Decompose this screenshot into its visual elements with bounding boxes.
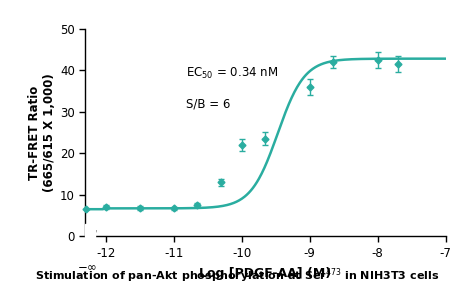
Y-axis label: TR-FRET Ratio
(665/615 X 1,000): TR-FRET Ratio (665/615 X 1,000) [28, 73, 56, 192]
Bar [85, 224, 95, 249]
Text: S/B = 6: S/B = 6 [186, 97, 230, 110]
Text: $-\infty$: $-\infty$ [76, 260, 97, 273]
Text: EC$_{50}$ = 0.34 nM: EC$_{50}$ = 0.34 nM [186, 66, 278, 81]
Text: Stimulation of pan-Akt phosphorylation at Ser$^{473}$ in NIH3T3 cells: Stimulation of pan-Akt phosphorylation a… [35, 266, 439, 285]
X-axis label: Log [PDGF-AA] (M): Log [PDGF-AA] (M) [200, 266, 331, 280]
